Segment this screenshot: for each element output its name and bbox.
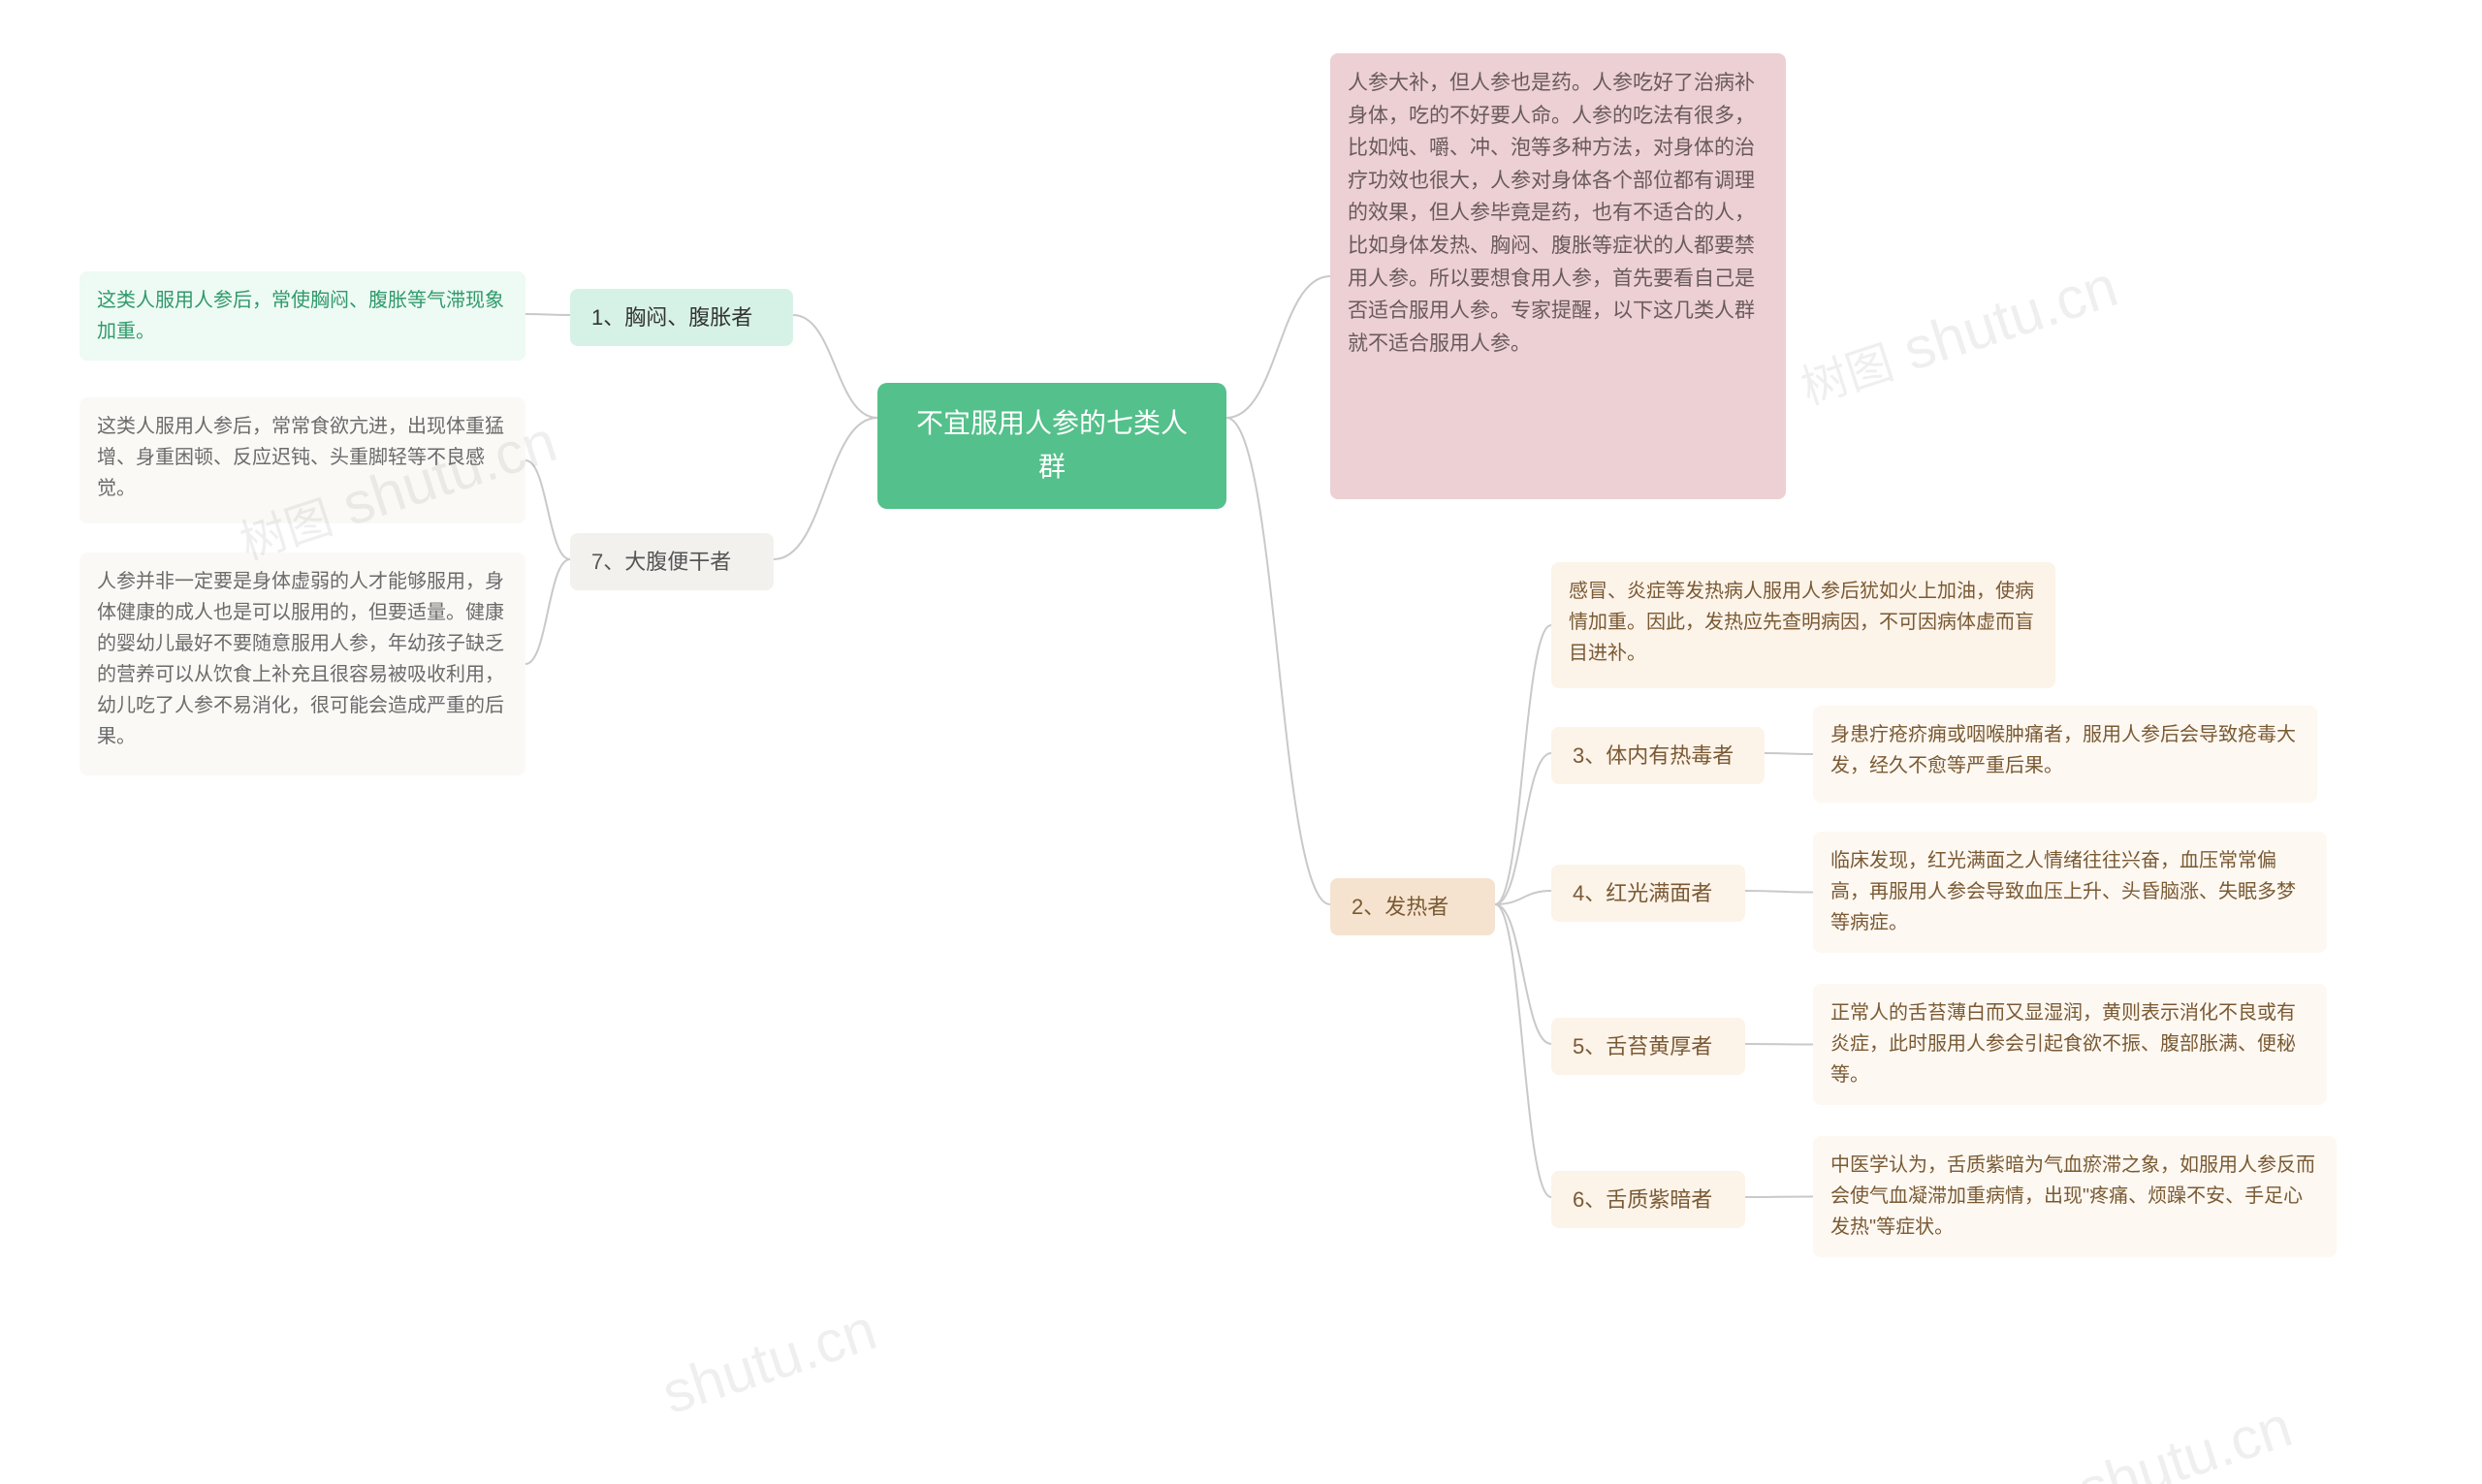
subbranch-5: 5、舌苔黄厚者 [1551, 1018, 1745, 1075]
leaf-sub-5: 正常人的舌苔薄白而又显湿润，黄则表示消化不良或有炎症，此时服用人参会引起食欲不振… [1813, 984, 2327, 1105]
leaf-sub-4: 临床发现，红光满面之人情绪往往兴奋，血压常常偏高，再服用人参会导致血压上升、头昏… [1813, 832, 2327, 953]
leaf-sub-6: 中医学认为，舌质紫暗为气血瘀滞之象，如服用人参反而会使气血凝滞加重病情，出现"疼… [1813, 1136, 2337, 1257]
leaf-b2-intro: 感冒、炎症等发热病人服用人参后犹如火上加油，使病情加重。因此，发热应先查明病因，… [1551, 562, 2055, 688]
subbranch-4: 4、红光满面者 [1551, 865, 1745, 922]
branch-b1: 1、胸闷、腹胀者 [570, 289, 793, 346]
watermark: shutu.cn [2070, 1393, 2300, 1484]
branch-b2: 2、发热者 [1330, 878, 1495, 935]
center-node: 不宜服用人参的七类人群 [877, 383, 1226, 509]
branch-b7: 7、大腹便干者 [570, 533, 774, 590]
watermark: shutu.cn [654, 1296, 884, 1428]
mindmap-canvas: 不宜服用人参的七类人群 1、胸闷、腹胀者这类人服用人参后，常使胸闷、腹胀等气滞现象… [0, 0, 2482, 1484]
subbranch-3: 3、体内有热毒者 [1551, 727, 1765, 784]
watermark: 树图 shutu.cn [1791, 251, 2125, 417]
leaf-b7-0: 这类人服用人参后，常常食欲亢进，出现体重猛增、身重困顿、反应迟钝、头重脚轻等不良… [80, 397, 525, 523]
leaf-sub-3: 身患疔疮疥痈或咽喉肿痛者，服用人参后会导致疮毒大发，经久不愈等严重后果。 [1813, 706, 2317, 803]
intro-node: 人参大补，但人参也是药。人参吃好了治病补身体，吃的不好要人命。人参的吃法有很多，… [1330, 53, 1786, 499]
leaf-b7-1: 人参并非一定要是身体虚弱的人才能够服用，身体健康的成人也是可以服用的，但要适量。… [80, 553, 525, 775]
subbranch-6: 6、舌质紫暗者 [1551, 1171, 1745, 1228]
leaf-b1-0: 这类人服用人参后，常使胸闷、腹胀等气滞现象加重。 [80, 271, 525, 361]
